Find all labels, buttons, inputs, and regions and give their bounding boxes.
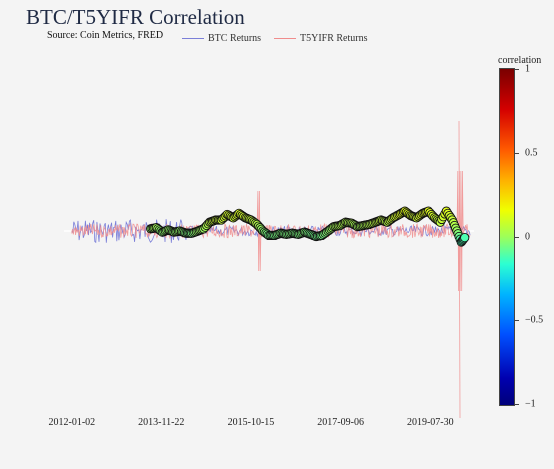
legend-item-t5yifr[interactable]: T5YIFR Returns: [274, 33, 368, 44]
legend-item-btc[interactable]: BTC Returns: [182, 33, 261, 44]
legend-label-t5yifr: T5YIFR Returns: [300, 33, 368, 44]
legend-label-btc: BTC Returns: [208, 33, 262, 44]
t5yifr-returns-line: [71, 120, 471, 419]
chart-title: BTC/T5YIFR Correlation: [26, 5, 245, 29]
x-tick-label: 2019-07-30: [407, 417, 454, 428]
x-tick-label: 2017-09-06: [317, 417, 364, 428]
colorbar-tick-label: 0: [525, 231, 530, 242]
colorbar-tick-label: 1: [525, 63, 530, 75]
colorbar-tick-mark: [514, 69, 519, 70]
chart-subtitle: Source: Coin Metrics, FRED: [47, 30, 164, 41]
legend-swatch-t5yifr: [274, 38, 296, 40]
colorbar-tick-label: −1: [525, 398, 536, 410]
colorbar: [499, 68, 515, 406]
correlation-point: [460, 232, 470, 243]
colorbar-tick-mark: [514, 320, 519, 322]
x-tick-label: 2015-10-15: [228, 417, 275, 428]
colorbar-tick-mark: [514, 152, 519, 154]
colorbar-title: correlation: [498, 55, 542, 66]
colorbar-tick-mark: [514, 236, 519, 238]
x-axis-ticks: 2012-01-02 2013-11-22 2015-10-15 2017-09-06…: [49, 417, 454, 428]
legend-swatch-btc: [182, 38, 204, 40]
x-tick-label: 2013-11-22: [138, 417, 184, 428]
colorbar-tick-label: −0.5: [525, 314, 544, 326]
colorbar-tick-mark: [514, 404, 519, 405]
colorbar-tick-label: 0.5: [525, 147, 538, 159]
x-tick-label: 2012-01-02: [49, 417, 96, 428]
t5yifr-returns-series: [71, 120, 471, 419]
correlation-points: [146, 206, 470, 247]
